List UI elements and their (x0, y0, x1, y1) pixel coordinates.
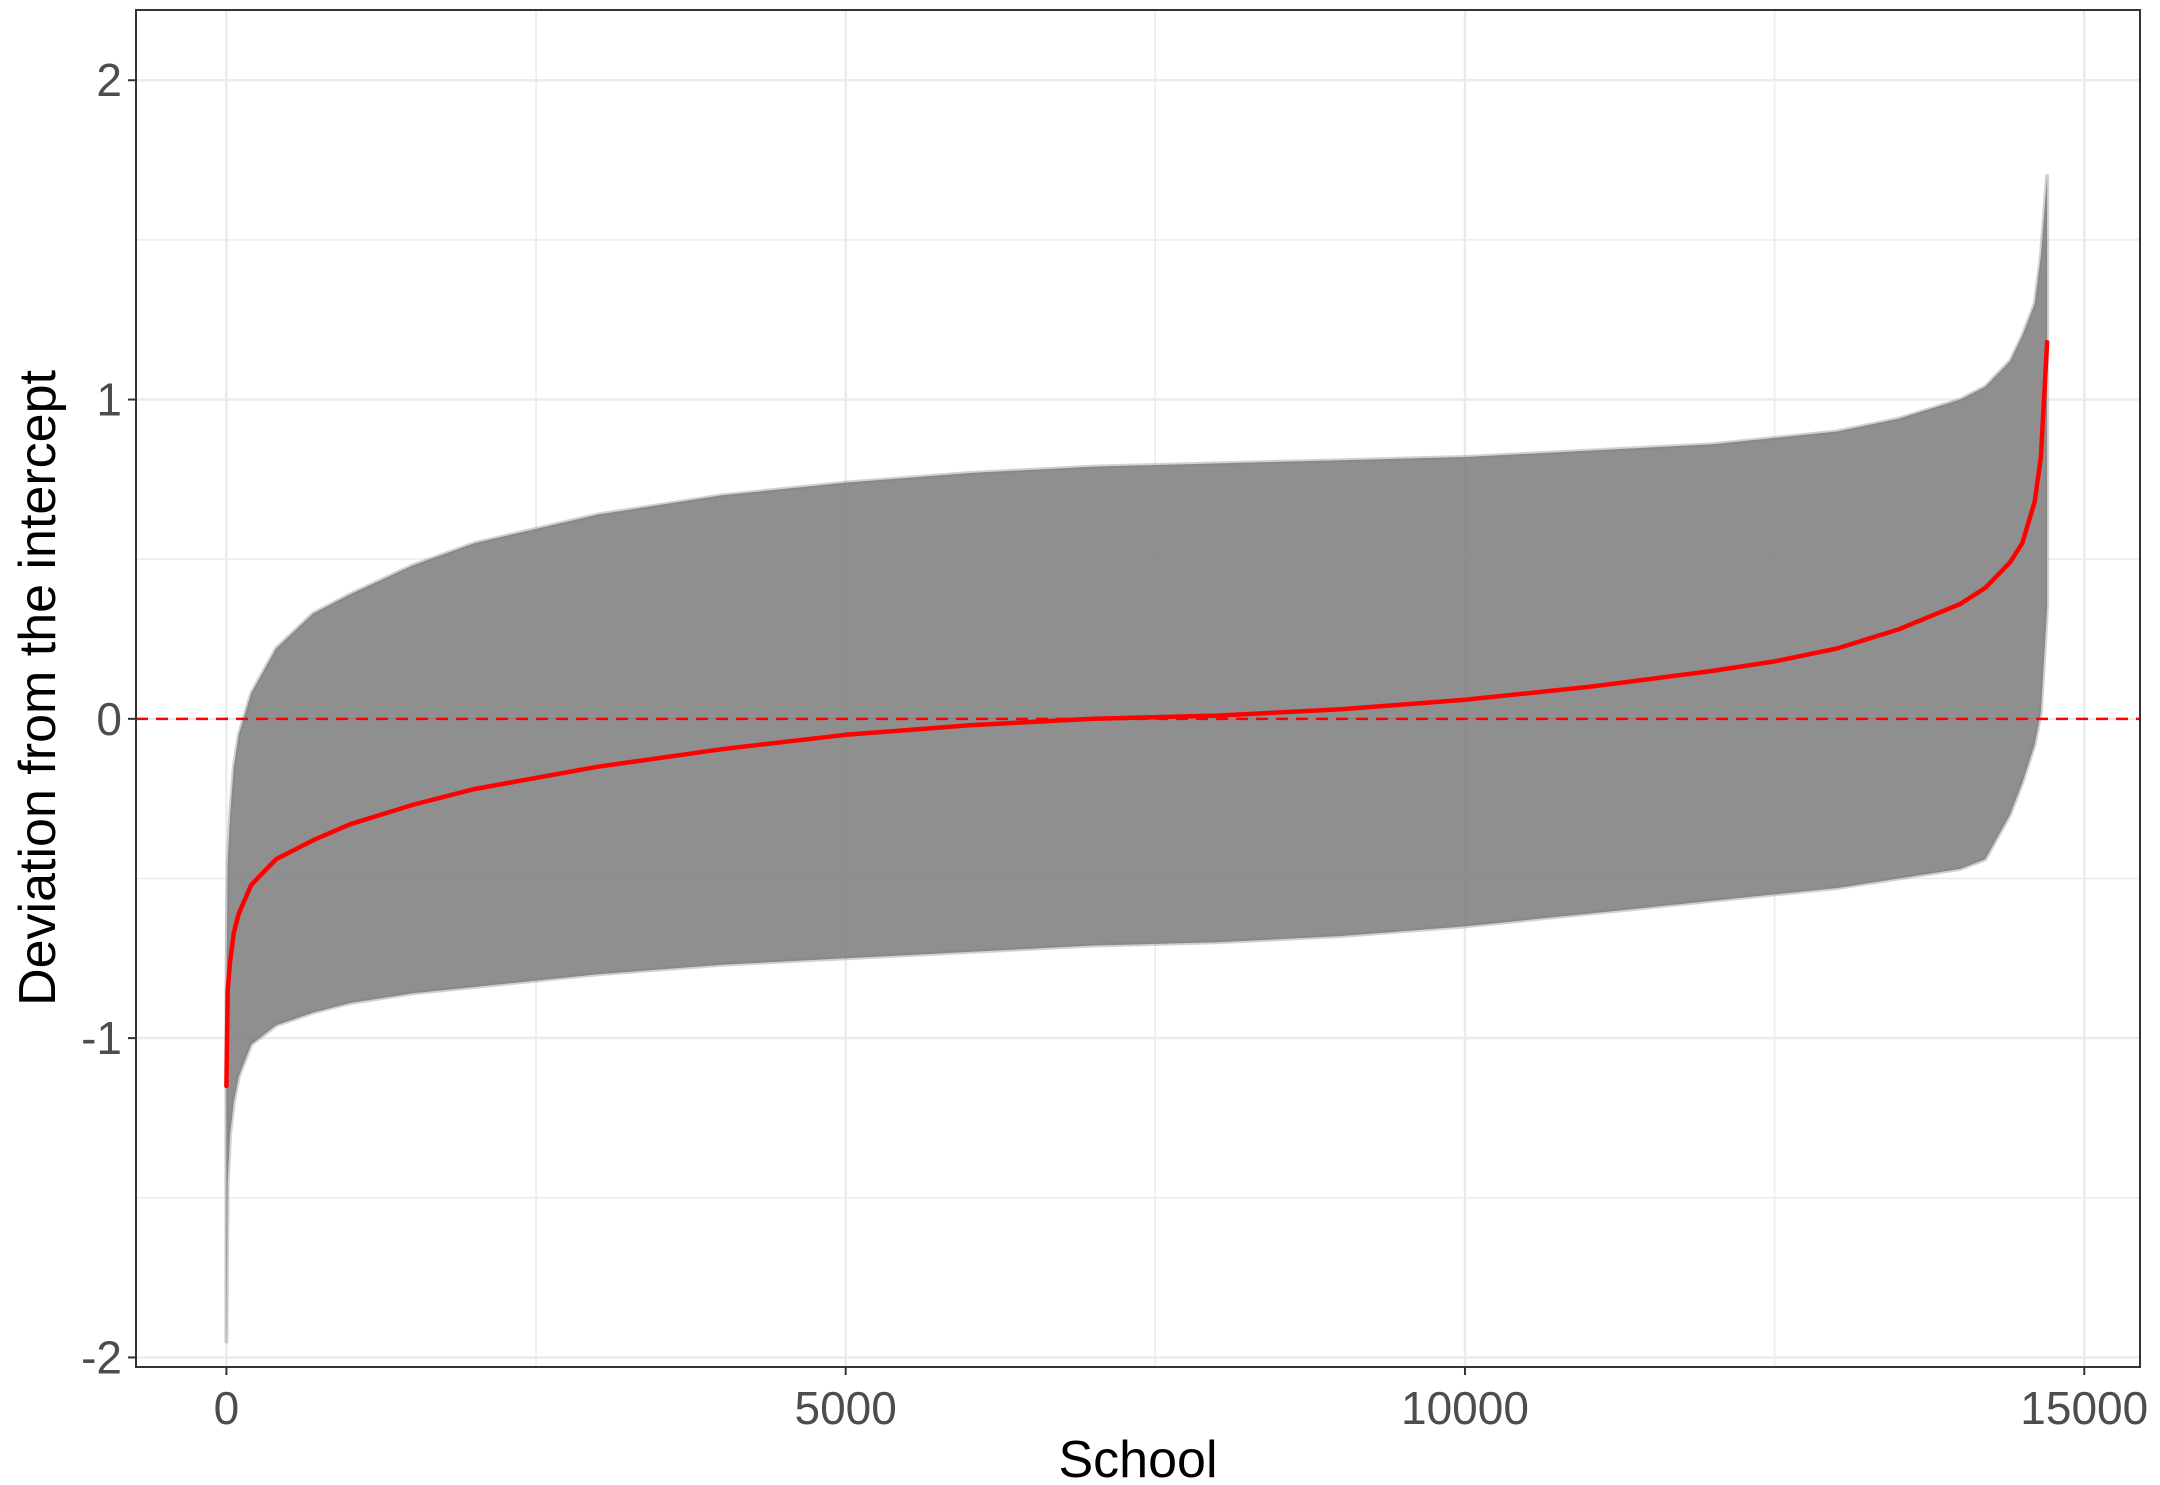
x-axis-title: School (1059, 1431, 1218, 1485)
y-tick-label: -1 (81, 1012, 122, 1064)
y-tick-label: -2 (81, 1331, 122, 1383)
interval-layer (224, 174, 2050, 1344)
panel-border (135, 9, 2141, 1368)
x-axis: 0 5000 10000 15000 (214, 1367, 2148, 1434)
interval-band (224, 174, 2050, 1344)
x-tick-label: 10000 (1401, 1382, 1529, 1434)
estimate-layer (224, 339, 2050, 1089)
x-tick-label: 5000 (795, 1382, 897, 1434)
x-tick-label: 0 (214, 1382, 240, 1434)
y-axis: -2 -1 0 1 2 (81, 54, 136, 1383)
y-axis-title: Deviation from the intercept (9, 370, 67, 1006)
estimate-line (224, 339, 2050, 1089)
y-tick-label: 1 (96, 374, 122, 426)
y-tick-label: 2 (96, 54, 122, 106)
y-tick-label: 0 (96, 693, 122, 745)
x-tick-label: 15000 (2020, 1382, 2148, 1434)
